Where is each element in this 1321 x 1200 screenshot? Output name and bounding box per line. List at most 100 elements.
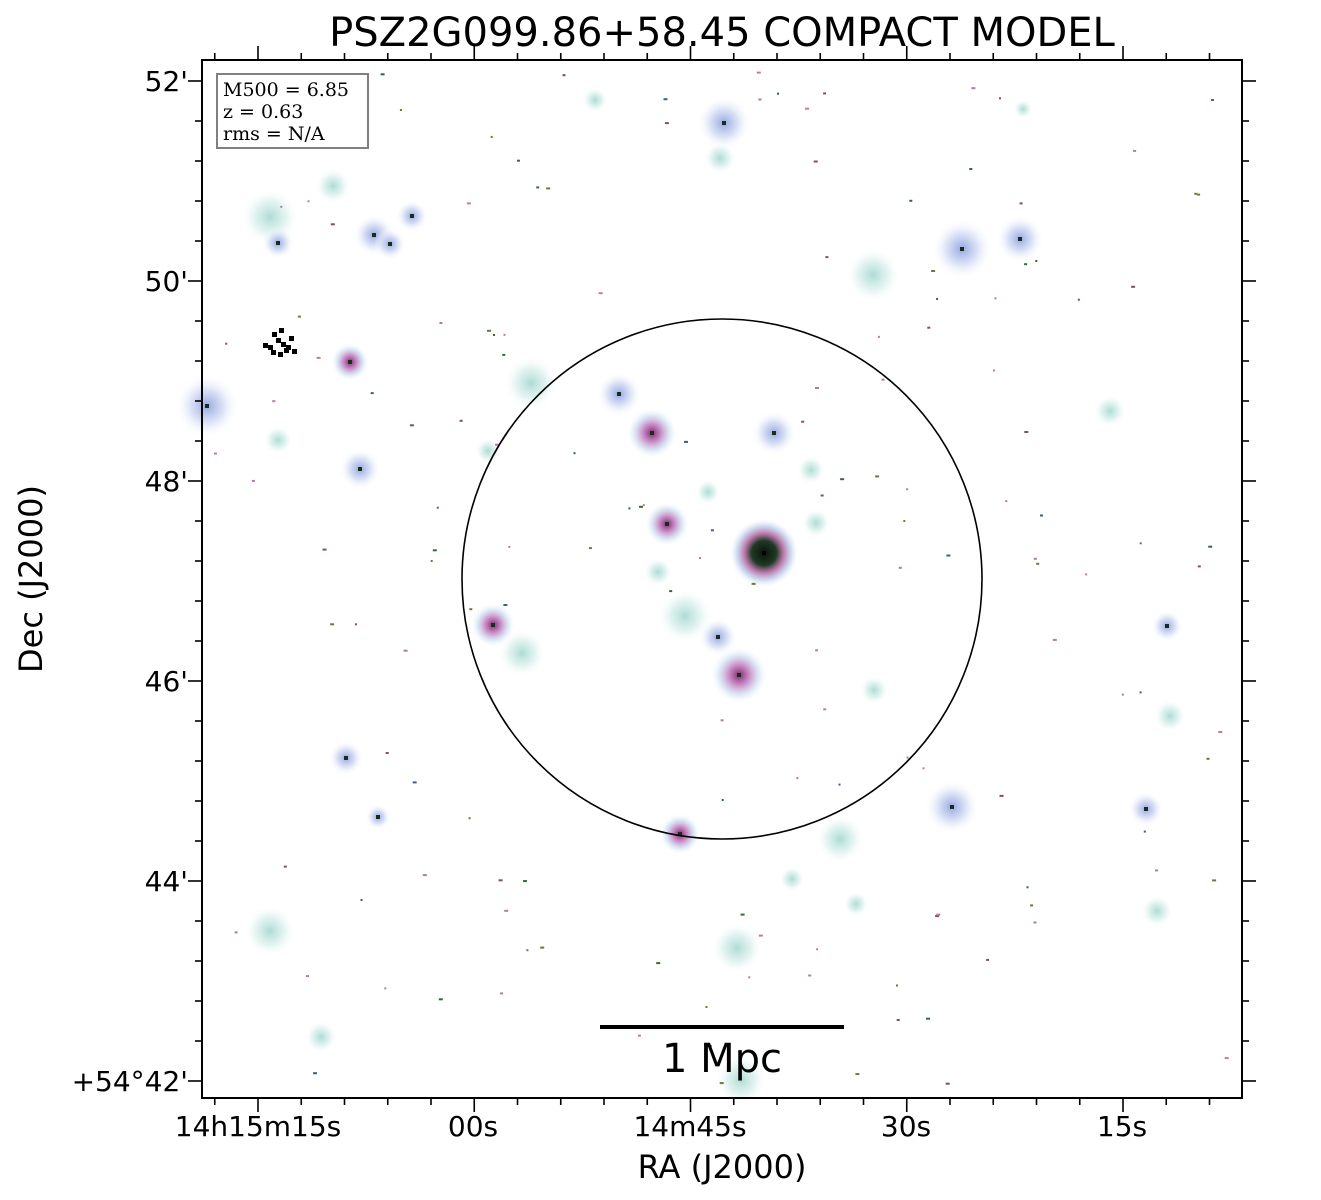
- source-core: [205, 404, 209, 408]
- noise-pixel: [1194, 192, 1198, 195]
- noise-pixel: [409, 424, 414, 427]
- noise-pixel: [330, 223, 335, 226]
- cluster-aperture-circle: [461, 318, 983, 840]
- noise-pixel: [748, 976, 751, 979]
- noise-pixel: [1024, 263, 1028, 266]
- source-halo: [1154, 700, 1186, 732]
- noise-pixel: [815, 649, 819, 652]
- source-core: [1018, 237, 1022, 241]
- noise-pixel: [999, 794, 1004, 797]
- source-halo: [305, 1021, 337, 1053]
- noise-pixel: [751, 582, 756, 585]
- noise-pixel: [796, 777, 799, 780]
- noise-pixel: [710, 529, 714, 532]
- noise-pixel: [1077, 298, 1080, 301]
- noise-pixel: [1024, 431, 1029, 433]
- noise-pixel: [813, 160, 818, 163]
- source-core: [762, 551, 766, 555]
- source-halo: [657, 588, 713, 644]
- noise-pixel: [1218, 731, 1223, 733]
- source-core: [665, 522, 669, 526]
- source-core: [358, 467, 362, 471]
- noise-pixel: [573, 452, 576, 455]
- source-halo: [779, 866, 805, 892]
- noise-pixel: [699, 557, 701, 560]
- noise-pixel: [1197, 565, 1201, 568]
- noise-pixel: [909, 199, 913, 202]
- noise-pixel: [370, 392, 374, 395]
- noise-pixel: [823, 708, 827, 711]
- noise-pixel: [1212, 879, 1217, 882]
- source-halo: [315, 168, 351, 204]
- source-core: [372, 233, 376, 237]
- noise-pixel: [598, 292, 603, 295]
- noise-pixel: [459, 419, 463, 422]
- image-artefact: [279, 328, 284, 333]
- noise-pixel: [820, 494, 824, 497]
- scale-bar-label: 1 Mpc: [662, 1036, 782, 1082]
- noise-pixel: [306, 975, 309, 978]
- noise-pixel: [999, 97, 1001, 100]
- noise-pixel: [628, 507, 631, 510]
- noise-pixel: [642, 504, 645, 507]
- noise-pixel: [385, 752, 389, 754]
- noise-pixel: [927, 326, 931, 329]
- noise-pixel: [495, 443, 500, 446]
- noise-pixel: [1036, 562, 1040, 565]
- noise-pixel: [330, 623, 335, 626]
- noise-pixel: [986, 958, 990, 961]
- noise-pixel: [536, 186, 540, 189]
- source-halo: [845, 247, 901, 303]
- source-core: [772, 431, 776, 435]
- noise-pixel: [684, 440, 688, 443]
- noise-pixel: [922, 767, 925, 770]
- noise-pixel: [523, 880, 527, 883]
- source-halo: [715, 1054, 767, 1106]
- noise-pixel: [720, 719, 724, 722]
- y-tick-label: 46': [145, 665, 188, 698]
- source-core: [617, 392, 621, 396]
- x-tick-label: 14m45s: [633, 1110, 746, 1143]
- noise-pixel: [1155, 869, 1158, 872]
- noise-pixel: [487, 329, 491, 332]
- source-halo: [843, 891, 869, 917]
- noise-pixel: [808, 974, 812, 977]
- noise-pixel: [663, 98, 668, 101]
- noise-pixel: [740, 913, 745, 916]
- source-halo: [582, 87, 608, 113]
- noise-pixel: [931, 270, 936, 272]
- y-tick-label: 52': [145, 65, 188, 98]
- noise-pixel: [637, 1034, 641, 1037]
- info-box: M500 = 6.85 z = 0.63 rms = N/A: [216, 73, 369, 149]
- noise-pixel: [877, 335, 880, 338]
- source-halo: [816, 815, 864, 863]
- noise-pixel: [468, 817, 471, 820]
- noise-pixel: [664, 122, 669, 125]
- y-axis-label: Dec (J2000): [12, 485, 50, 673]
- x-tick-label: 14h15m15s: [175, 1110, 342, 1143]
- noise-pixel: [313, 1072, 317, 1075]
- x-tick-label: 00s: [448, 1110, 498, 1143]
- info-rms: rms = N/A: [223, 123, 325, 145]
- noise-pixel: [656, 962, 661, 965]
- noise-pixel: [1033, 557, 1037, 560]
- noise-pixel: [946, 554, 951, 557]
- noise-pixel: [639, 505, 643, 508]
- noise-pixel: [936, 298, 939, 300]
- source-core: [1144, 807, 1148, 811]
- noise-pixel: [1030, 904, 1034, 907]
- source-halo: [1094, 395, 1126, 427]
- source-halo: [503, 355, 559, 411]
- noise-pixel: [251, 479, 255, 482]
- y-tick-label: 44': [145, 865, 188, 898]
- noise-pixel: [758, 934, 763, 937]
- noise-pixel: [719, 1082, 724, 1085]
- noise-pixel: [503, 604, 508, 606]
- info-mass: M500 = 6.85: [223, 79, 349, 101]
- noise-pixel: [412, 781, 417, 784]
- noise-pixel: [283, 865, 287, 868]
- noise-pixel: [562, 74, 566, 77]
- noise-pixel: [493, 334, 495, 336]
- noise-pixel: [1121, 693, 1124, 696]
- noise-pixel: [815, 387, 819, 389]
